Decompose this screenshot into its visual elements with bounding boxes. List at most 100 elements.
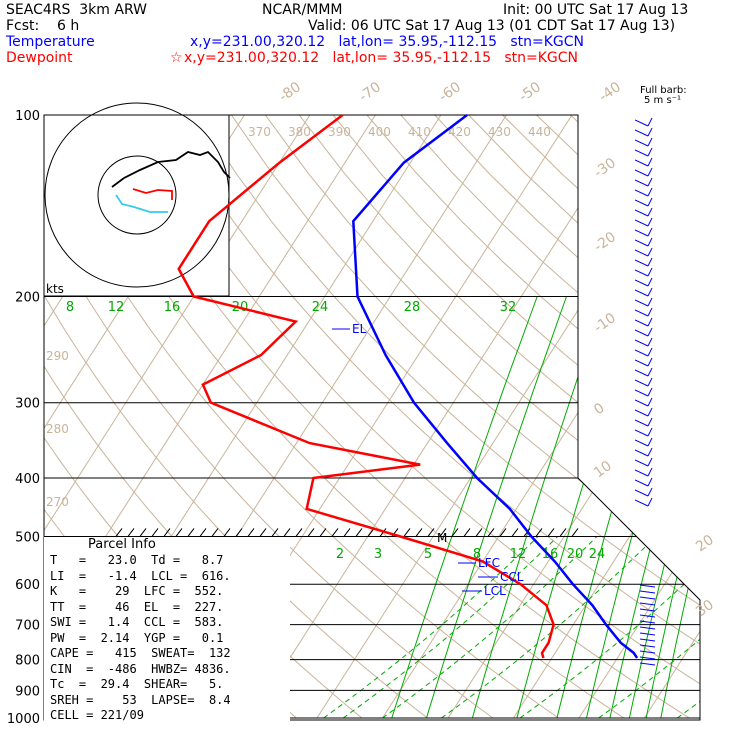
parcel-info-row: T = 23.0 Td = 8.7 xyxy=(50,553,224,567)
hodograph-ring-outer xyxy=(44,102,230,288)
isotherm-label: -20 xyxy=(591,229,619,255)
wind-barb xyxy=(634,129,649,137)
mixing-ratio-label: 3 xyxy=(374,547,382,562)
wind-barb-flag xyxy=(647,357,653,367)
wind-barb xyxy=(634,489,649,497)
mixing-ratio-line xyxy=(609,296,700,719)
hatch-mark xyxy=(415,528,423,537)
mixing-ratio-label: 12 xyxy=(108,300,125,315)
isotherm-line xyxy=(513,115,700,719)
dry-adiabat-line xyxy=(264,115,700,719)
wind-barb-flag xyxy=(647,277,653,287)
hatch-mark xyxy=(223,528,231,537)
hatch-mark xyxy=(151,528,159,537)
wind-barb-flag xyxy=(647,297,653,307)
mixing-ratio-label: 24 xyxy=(312,300,329,315)
isotherm-label: 10 xyxy=(591,458,615,481)
melting-level-label: M xyxy=(437,531,447,545)
wind-barb xyxy=(634,249,649,257)
wind-barb-flag xyxy=(647,137,653,147)
wind-barb xyxy=(634,149,649,157)
hatch-mark xyxy=(259,528,267,537)
dry-adiabat-line xyxy=(163,115,700,719)
parcel-info-row: TT = 46 EL = 227. xyxy=(50,599,224,614)
wind-barb xyxy=(634,339,649,347)
wind-barb xyxy=(634,119,649,127)
pressure-label: 500 xyxy=(15,530,40,545)
init-time: Init: 00 UTC Sat 17 Aug 13 xyxy=(503,2,689,18)
hatch-mark xyxy=(559,528,567,537)
temperature-profile xyxy=(352,114,639,659)
isotherm-line xyxy=(382,115,700,719)
wind-barb xyxy=(634,329,649,337)
wind-barb xyxy=(634,459,649,467)
hodograph-trace-red xyxy=(132,188,173,200)
wind-barb-flag xyxy=(647,487,653,497)
wind-barb-flag xyxy=(647,387,653,397)
wind-barb-flag xyxy=(647,447,653,457)
pressure-label: 400 xyxy=(15,472,40,487)
wind-barb xyxy=(639,614,656,618)
hatch-mark xyxy=(547,528,555,537)
isotherm-label: -40 xyxy=(596,79,624,105)
hodograph-ring-inner xyxy=(97,155,177,235)
lcl-level-label: LCL xyxy=(484,584,506,598)
hatch-mark xyxy=(319,528,327,537)
hatch-mark xyxy=(571,528,579,537)
pressure-label: 900 xyxy=(15,684,40,699)
hatch-mark xyxy=(283,528,291,537)
hatch-mark xyxy=(427,528,435,537)
parcel-info-row: LI = -1.4 LCL = 616. xyxy=(50,568,231,583)
wind-barb-flag xyxy=(647,147,653,157)
wind-barb-flag xyxy=(647,377,653,387)
hatch-mark xyxy=(451,528,459,537)
mixing-ratio-label: 12 xyxy=(510,547,527,562)
isotherm-label: -80 xyxy=(276,79,304,105)
hatch-mark xyxy=(499,528,507,537)
wind-barb-flag xyxy=(647,287,653,297)
hodograph-trace-cyan xyxy=(115,194,168,213)
temperature-location: x,y=231.00,320.12 lat,lon= 35.95,-112.15… xyxy=(190,34,585,50)
pressure-label: 800 xyxy=(15,654,40,669)
mixing-ratio-line xyxy=(628,296,700,719)
pressure-label: 600 xyxy=(15,578,40,593)
org-label: NCAR/MMM xyxy=(262,2,343,18)
wind-barb-flag xyxy=(647,207,653,217)
dry-adiabat-line xyxy=(434,115,700,719)
hatch-mark xyxy=(403,528,411,537)
wind-barb xyxy=(634,299,649,307)
wind-barb xyxy=(634,179,649,187)
wind-barb-flag xyxy=(647,327,653,337)
wind-barb xyxy=(634,479,649,487)
wind-barb-flag xyxy=(647,467,653,477)
wind-barb xyxy=(639,644,656,648)
pressure-label: 100 xyxy=(15,109,40,124)
wind-barb-flag xyxy=(647,457,653,467)
wind-barb xyxy=(634,449,649,457)
hatch-mark xyxy=(199,528,207,537)
wind-barb xyxy=(639,602,656,606)
wind-barb xyxy=(634,409,649,417)
mixing-ratio-label: 24 xyxy=(589,547,606,562)
dewpoint-profile xyxy=(177,114,555,659)
wind-barb-flag xyxy=(647,367,653,377)
theta-label: 430 xyxy=(488,125,511,139)
wind-barb xyxy=(639,626,656,630)
mixing-ratio-label: 16 xyxy=(164,300,181,315)
isotherm-line xyxy=(251,115,638,719)
wind-barb-flag xyxy=(647,267,653,277)
mixing-ratio-label: 2 xyxy=(336,547,344,562)
isotherm-label: -50 xyxy=(516,79,544,105)
wind-barb-flag xyxy=(647,397,653,407)
dry-adiabat-line xyxy=(603,115,700,719)
wind-barb xyxy=(634,499,649,507)
isotherm-label: 30 xyxy=(693,597,717,620)
wind-barb xyxy=(634,219,649,227)
parcel-info-row: CAPE = 415 SWEAT= 132 xyxy=(50,646,231,660)
mixing-ratio-label: 8 xyxy=(473,547,481,562)
dry-adiabat-line xyxy=(61,115,625,719)
hodograph-trace xyxy=(111,150,231,188)
parcel-info-row: K = 29 LFC = 552. xyxy=(50,584,224,598)
dry-adiabat-line xyxy=(44,115,494,719)
wind-barb-flag xyxy=(647,427,653,437)
